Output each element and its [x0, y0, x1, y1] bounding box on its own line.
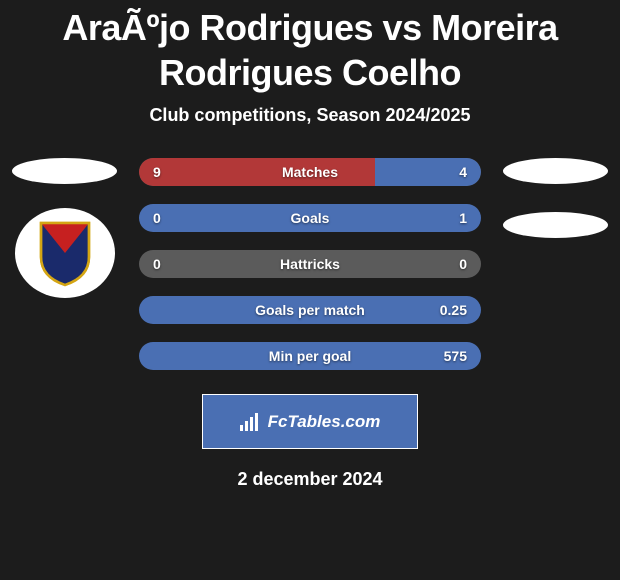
stat-value-right: 4	[459, 164, 467, 180]
stat-label: Matches	[139, 164, 481, 180]
shield-icon	[37, 219, 93, 287]
left-player-col	[10, 158, 119, 298]
stat-bar-goals: 0Goals1	[139, 204, 481, 232]
comparison-row: 9Matches40Goals10Hattricks0Goals per mat…	[10, 158, 610, 370]
stat-value-right: 575	[444, 348, 467, 364]
bar-chart-icon	[240, 413, 262, 431]
stat-label: Hattricks	[139, 256, 481, 272]
left-player-pill	[12, 158, 117, 184]
stats-column: 9Matches40Goals10Hattricks0Goals per mat…	[139, 158, 481, 370]
stat-label: Goals	[139, 210, 481, 226]
page-subtitle: Club competitions, Season 2024/2025	[10, 105, 610, 126]
stat-bar-matches: 9Matches4	[139, 158, 481, 186]
right-player-col	[501, 158, 610, 238]
date-label: 2 december 2024	[10, 469, 610, 490]
right-player-pill-2	[503, 212, 608, 238]
left-club-crest	[15, 208, 115, 298]
stat-value-right: 1	[459, 210, 467, 226]
page-title: AraÃºjo Rodrigues vs Moreira Rodrigues C…	[10, 0, 610, 105]
right-player-pill-1	[503, 158, 608, 184]
stat-label: Goals per match	[139, 302, 481, 318]
brand-footer[interactable]: FcTables.com	[202, 394, 418, 449]
stat-label: Min per goal	[139, 348, 481, 364]
stat-bar-goals-per-match: Goals per match0.25	[139, 296, 481, 324]
stat-bar-min-per-goal: Min per goal575	[139, 342, 481, 370]
stat-bar-hattricks: 0Hattricks0	[139, 250, 481, 278]
stat-value-right: 0.25	[440, 302, 467, 318]
stat-value-right: 0	[459, 256, 467, 272]
brand-text: FcTables.com	[268, 412, 381, 432]
